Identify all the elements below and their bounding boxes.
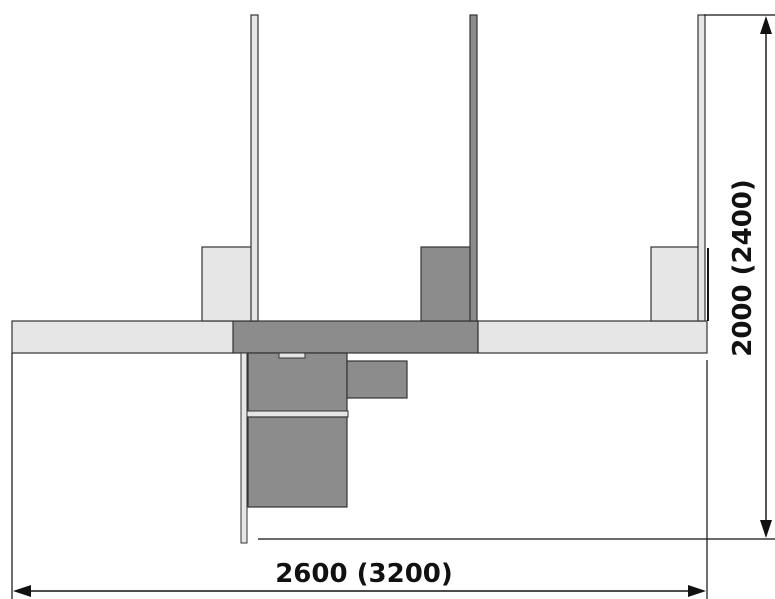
right-vertical-post — [697, 14, 706, 322]
machine-side-arm — [346, 360, 408, 399]
height-arrow-top — [760, 16, 772, 34]
width-dimension-label: 2600 (3200) — [275, 559, 453, 589]
right-support-block — [650, 246, 704, 322]
machine-crossbar — [240, 410, 349, 418]
left-rail-section — [11, 320, 235, 354]
right-rail-section — [477, 320, 708, 354]
left-vertical-post — [250, 14, 259, 322]
width-arrow-left — [13, 585, 31, 597]
height-dimension-label: 2000 (2400) — [728, 179, 758, 357]
center-vertical-post — [469, 14, 478, 322]
machine-lower-body — [247, 416, 348, 508]
left-support-block — [201, 246, 255, 322]
center-rail-section — [232, 320, 479, 354]
machine-guide-post — [240, 352, 248, 544]
machine-small-tab — [278, 352, 306, 359]
machine-upper-body — [247, 352, 348, 414]
width-arrow-right — [688, 585, 706, 597]
height-arrow-bottom — [760, 520, 772, 538]
center-support-block — [420, 246, 474, 322]
